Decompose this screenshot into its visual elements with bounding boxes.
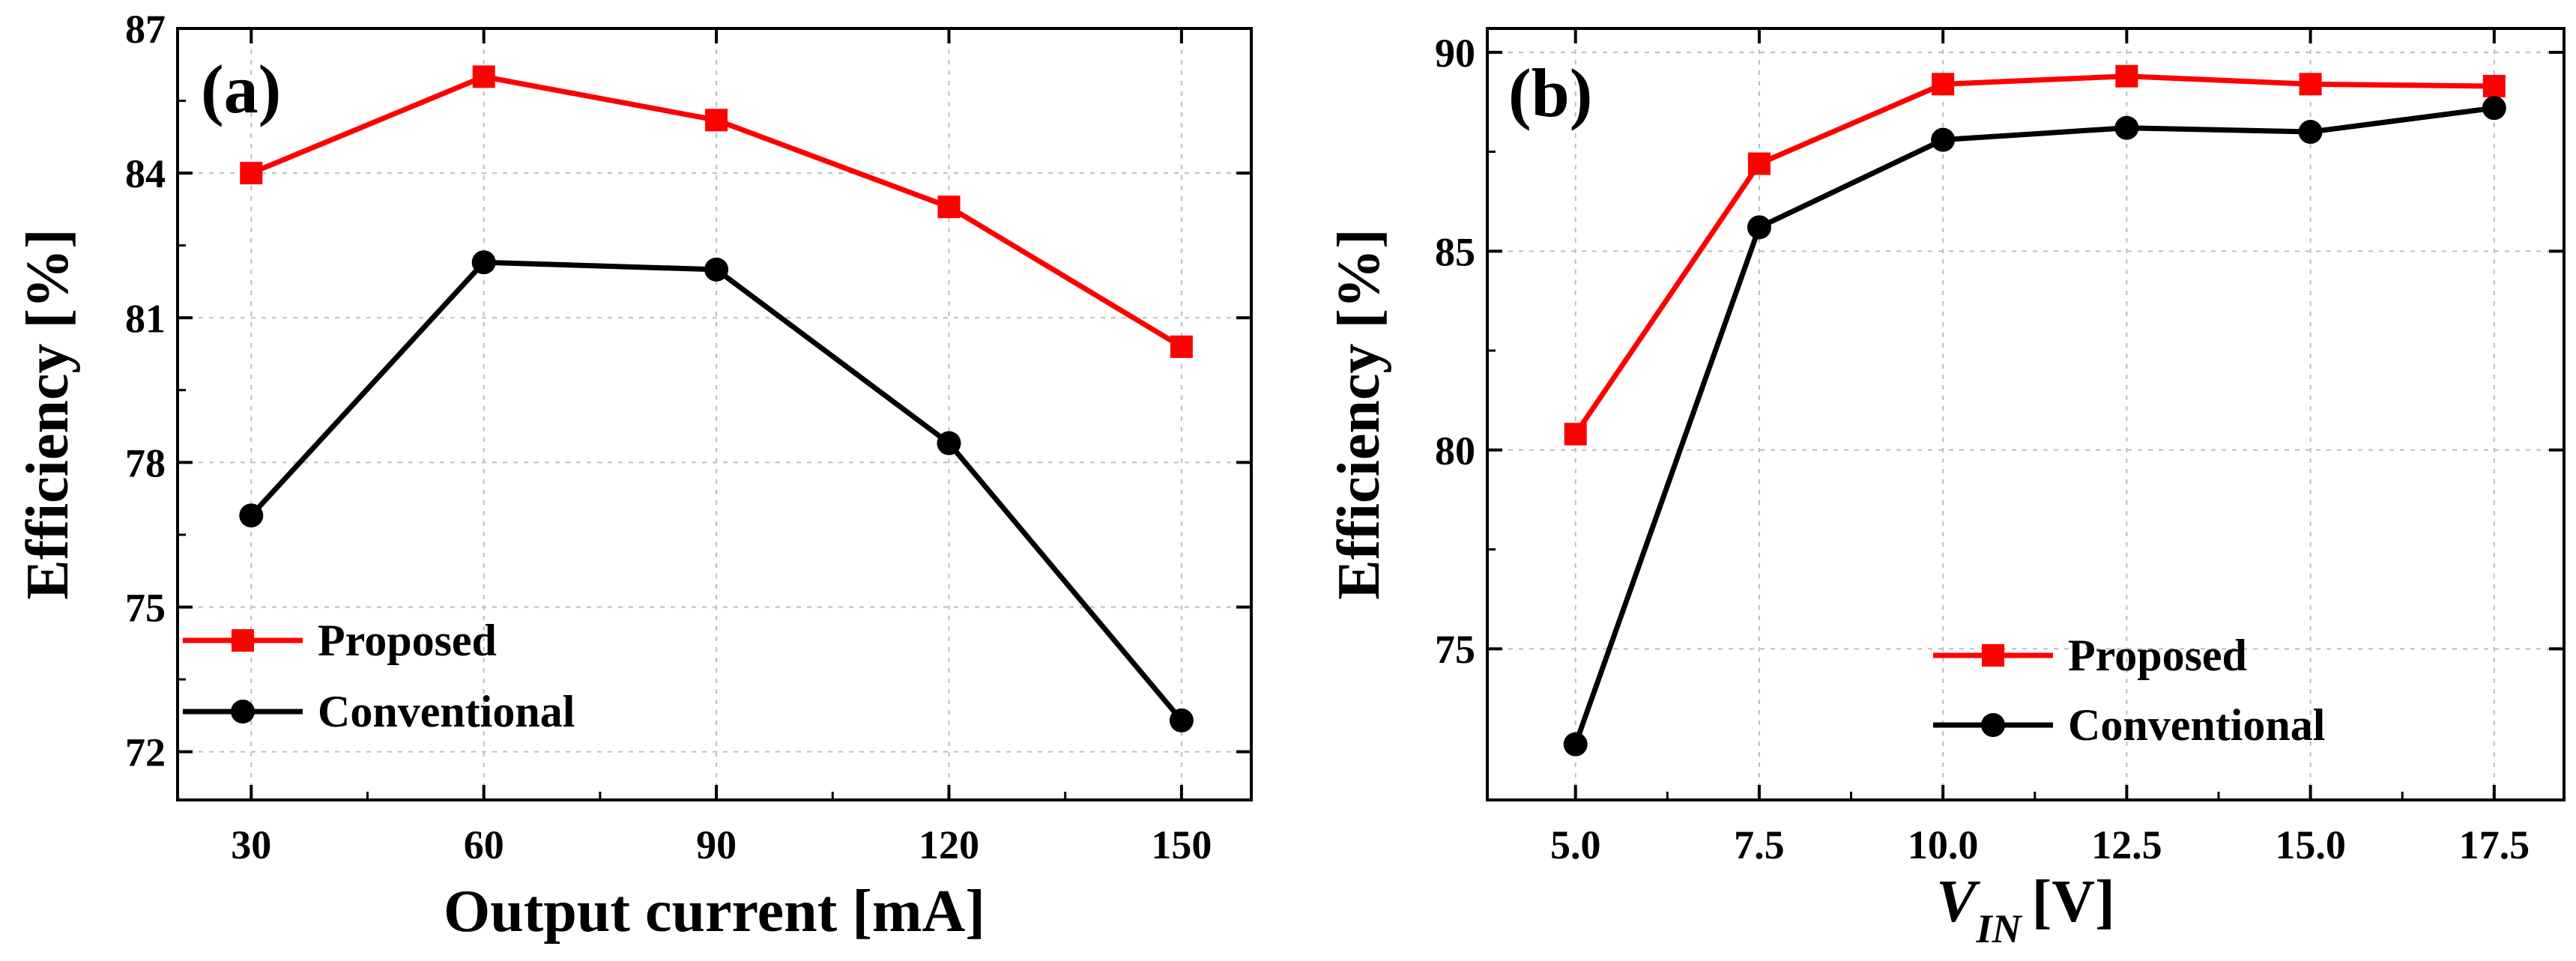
y-tick-label: 87 [125,7,166,52]
conventional-point [239,503,264,528]
conventional-point [1747,215,1771,240]
x-axis-title: VIN [V] [1936,869,2114,951]
x-tick-label: 12.5 [2091,822,2162,867]
y-tick-label: 85 [1435,229,1475,274]
conventional-line [1573,105,2495,745]
y-tick-label: 78 [125,440,166,485]
legend-proposed-label: Proposed [2068,631,2247,680]
conventional-point [704,257,729,282]
y-tick-label: 75 [125,586,166,631]
x-tick-label: 10.0 [1908,822,1979,867]
proposed-point [705,109,728,132]
plot-frame [176,27,1253,801]
x-tick-label: 30 [231,822,271,867]
x-axis-title: Output current [mA] [444,879,985,945]
proposed-line [1573,73,2494,436]
proposed-point [472,65,495,88]
plot-frame [1486,27,2566,801]
x-axis-title-main: V [1936,869,1980,935]
y-tick-label: 72 [125,730,166,775]
x-axis-title-unit: [V] [2032,869,2115,935]
x-axis-title-sub: IN [1976,906,2023,951]
x-tick-label: 5.0 [1550,822,1601,867]
proposed-point [937,195,961,219]
y-axis-title: Efficiency [%] [15,228,81,599]
conventional-point [471,250,496,275]
proposed-point [1564,422,1587,446]
legend-proposed-marker [1982,644,2004,667]
chart-panel-b: 75 80 85 90 5.0 7.5 10.0 12.5 15.0 17.5 Proposed Co… [1326,27,2566,951]
legend-proposed-marker [232,629,254,652]
legend-conventional-marker [231,700,255,724]
proposed-point [2482,74,2506,97]
legend-proposed-label: Proposed [318,616,497,665]
x-tick-label: 7.5 [1734,822,1785,867]
x-tick-label: 120 [919,822,979,867]
x-tick-label: 150 [1151,822,1212,867]
legend-conventional-label: Conventional [318,687,575,736]
conventional-point [937,431,961,455]
panel-label: (b) [1508,55,1592,131]
conventional-point [1931,127,1956,152]
y-tick-label: 81 [125,296,166,341]
x-tick-label: 60 [464,822,504,867]
y-tick-label: 84 [125,151,166,196]
conventional-point [2482,96,2506,121]
proposed-point [2115,64,2138,88]
proposed-point [1170,335,1193,358]
legend-conventional-label: Conventional [2068,700,2325,750]
x-tick-label: 15.0 [2275,822,2346,867]
y-tick-label: 75 [1435,627,1475,672]
proposed-point [2299,73,2322,96]
y-tick-label: 90 [1435,31,1475,76]
x-tick-label: 90 [696,822,737,867]
conventional-point [2114,115,2139,140]
y-axis-title: Efficiency [%] [1326,228,1392,599]
proposed-point [240,162,263,185]
x-tick-label: 17.5 [2459,822,2530,867]
legend-conventional-marker [1981,713,2005,737]
conventional-point [1169,708,1194,733]
conventional-point [1563,732,1588,757]
proposed-point [1747,152,1771,175]
y-tick-label: 80 [1435,428,1475,473]
panel-label: (a) [201,51,281,127]
chart-panel-a: 72 75 78 81 84 87 30 60 90 120 150 Proposed Conventi… [15,7,1253,945]
conventional-point [2298,120,2323,145]
proposed-point [1932,73,1955,96]
